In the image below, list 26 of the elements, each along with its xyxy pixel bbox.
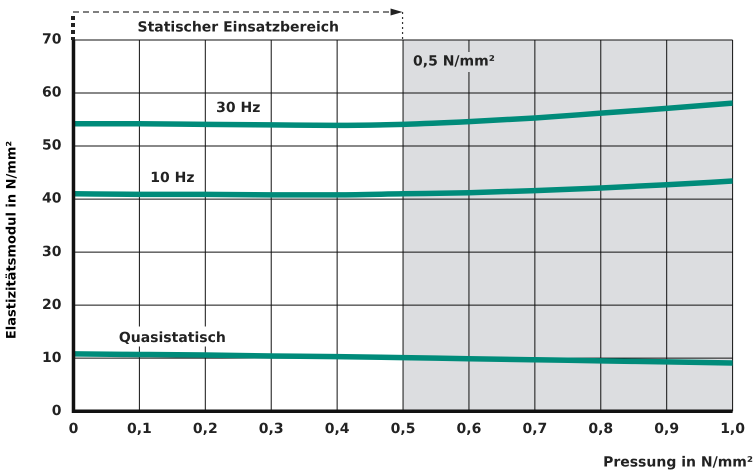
x-tick-label: 1,0 xyxy=(720,421,746,438)
series-label: 30 Hz xyxy=(216,100,260,116)
y-axis-title: Elastizitätsmodul in N/mm² xyxy=(4,140,20,340)
y-tick-label: 50 xyxy=(42,138,62,154)
x-tick-label: 0,2 xyxy=(192,421,218,438)
x-tick-label: 0,5 xyxy=(390,421,416,438)
x-tick-label: 0,1 xyxy=(126,421,152,438)
series-label: 10 Hz xyxy=(150,170,194,186)
x-tick-label: 0,9 xyxy=(654,421,680,438)
text: Statischer Einsatzbereich xyxy=(137,20,340,36)
y-tick-label: 70 xyxy=(42,32,62,48)
x-tick-label: 0,8 xyxy=(588,421,614,438)
y-tick-label: 0 xyxy=(52,402,62,419)
y-tick-label: 30 xyxy=(42,244,62,260)
y-tick-label: 20 xyxy=(42,296,62,313)
band-label: 0,5 N/mm² xyxy=(413,54,495,70)
x-tick-label: 0,3 xyxy=(258,421,284,438)
x-axis-title: Pressung in N/mm² xyxy=(603,454,753,471)
x-tick-label: 0,7 xyxy=(522,421,548,438)
x-tick-label: 0 xyxy=(68,421,79,438)
x-tick-label: 0,6 xyxy=(456,421,482,438)
y-tick-label: 40 xyxy=(42,190,62,207)
series-label: Quasistatisch xyxy=(118,330,226,346)
y-tick-label: 60 xyxy=(42,84,62,101)
y-tick-label: 10 xyxy=(42,350,62,366)
x-tick-label: 0,4 xyxy=(324,421,350,438)
